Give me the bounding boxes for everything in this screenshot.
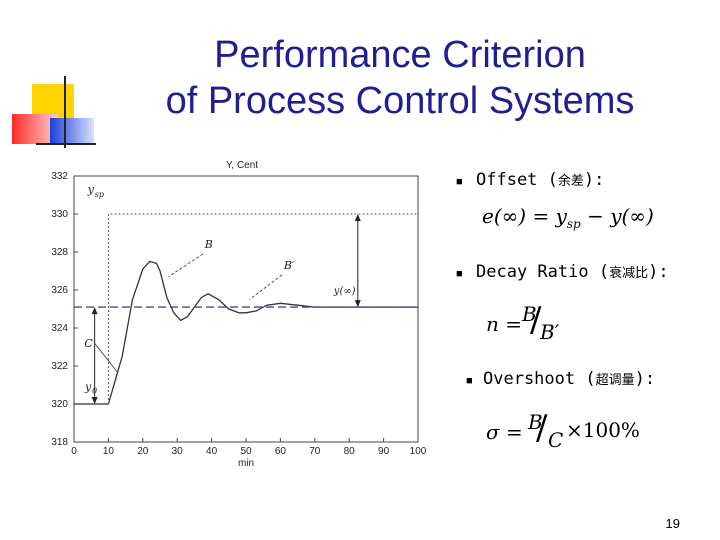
overshoot-formula-slash: / bbox=[536, 408, 548, 448]
bullet-offset: Offset (余差): bbox=[476, 170, 605, 190]
decay-formula-den: B′ bbox=[540, 320, 560, 344]
setpoint-label: y bbox=[87, 183, 95, 196]
x-tick-label: 10 bbox=[103, 446, 115, 457]
offset-formula-sub: sp bbox=[566, 217, 581, 231]
x-tick-label: 90 bbox=[378, 446, 390, 457]
bullet-overshoot-label: Overshoot bbox=[483, 369, 576, 389]
y-tick-label: 320 bbox=[51, 399, 68, 410]
x-tick-label: 30 bbox=[172, 446, 184, 457]
x-tick-label: 40 bbox=[206, 446, 218, 457]
logo-blue-square bbox=[50, 118, 94, 144]
initial-label: y bbox=[84, 381, 92, 394]
b-label: B bbox=[204, 238, 213, 251]
bullet-overshoot-chinese: 超调量 bbox=[595, 373, 635, 388]
setpoint-line bbox=[107, 213, 418, 404]
y-tick-label: 318 bbox=[51, 437, 68, 448]
y-tick-label: 324 bbox=[51, 323, 68, 334]
y-tick-label: 328 bbox=[51, 247, 68, 258]
c-arrow-head bbox=[91, 307, 98, 315]
bullet-offset-suffix: ): bbox=[583, 170, 605, 190]
decay-formula-num: B bbox=[522, 302, 537, 326]
y-tick-label: 330 bbox=[51, 209, 68, 220]
overshoot-formula-den: C bbox=[548, 428, 564, 452]
bullet-decay-suffix: ): bbox=[648, 262, 669, 282]
response-curve bbox=[74, 260, 418, 405]
x-tick-label: 20 bbox=[137, 446, 149, 457]
logo-horizontal-line bbox=[36, 143, 96, 145]
title-line-2: of Process Control Systems bbox=[165, 80, 635, 122]
overshoot-formula-lhs: σ = bbox=[486, 420, 523, 444]
response-chart: Y, Cent 0 10 20 30 40 50 60 70 80 90 100 min 318 320 32… bbox=[30, 150, 440, 480]
bullet-decay-ratio: Decay Ratio (衰减比): bbox=[476, 262, 669, 282]
steady-label: y(∞) bbox=[333, 286, 356, 297]
offset-formula: e(∞) = ysp − y(∞) bbox=[482, 204, 654, 231]
decay-formula-lhs: n = bbox=[486, 312, 522, 336]
b-leader bbox=[168, 253, 204, 278]
chart-title: Y, Cent bbox=[226, 160, 258, 171]
x-tick-label: 100 bbox=[410, 446, 427, 457]
bullet-icon: ■ bbox=[456, 268, 463, 280]
x-tick-label: 50 bbox=[240, 446, 252, 457]
bprime-leader bbox=[249, 274, 283, 300]
steady-arrow-head bbox=[354, 300, 361, 308]
c-leader bbox=[94, 342, 118, 372]
x-tick-label: 80 bbox=[344, 446, 356, 457]
bullet-decay-label: Decay Ratio bbox=[476, 262, 589, 282]
bullet-icon: ■ bbox=[456, 176, 463, 188]
bullet-offset-chinese: 余差 bbox=[557, 174, 584, 189]
x-tick-label: 70 bbox=[309, 446, 321, 457]
bprime-label: B′ bbox=[283, 259, 295, 272]
c-arrow-head bbox=[91, 397, 98, 404]
offset-formula-lhs: e(∞) = y bbox=[482, 204, 567, 228]
overshoot-formula-num: B bbox=[528, 410, 543, 434]
overshoot-formula-tail: ×100% bbox=[566, 418, 640, 442]
x-tick-label: 0 bbox=[71, 446, 77, 457]
offset-formula-tail: − y(∞) bbox=[587, 204, 654, 228]
plot-frame bbox=[73, 175, 419, 443]
page-number: 19 bbox=[665, 516, 680, 531]
x-axis-label: min bbox=[238, 458, 254, 469]
y-tick-label: 332 bbox=[51, 171, 68, 182]
y-tick-label: 326 bbox=[51, 285, 68, 296]
logo-vertical-line bbox=[64, 76, 66, 148]
c-label: C bbox=[84, 337, 93, 350]
bullet-decay-chinese: 衰减比 bbox=[609, 266, 649, 281]
bullet-icon: ■ bbox=[466, 375, 473, 387]
setpoint-label-sub: sp bbox=[95, 190, 104, 199]
y-tick-label: 322 bbox=[51, 361, 68, 372]
title-line-1: Performance Criterion bbox=[214, 34, 586, 76]
decay-formula-slash: / bbox=[530, 300, 542, 340]
x-tick-label: 60 bbox=[275, 446, 287, 457]
bullet-overshoot-suffix: ): bbox=[634, 369, 656, 389]
bullet-offset-label: Offset bbox=[476, 170, 538, 190]
bullet-overshoot: Overshoot (超调量): bbox=[483, 369, 656, 389]
steady-arrow-head bbox=[354, 214, 361, 221]
initial-label-sub: 0 bbox=[92, 387, 97, 396]
slide-title: Performance Criterion of Process Control… bbox=[150, 32, 650, 124]
